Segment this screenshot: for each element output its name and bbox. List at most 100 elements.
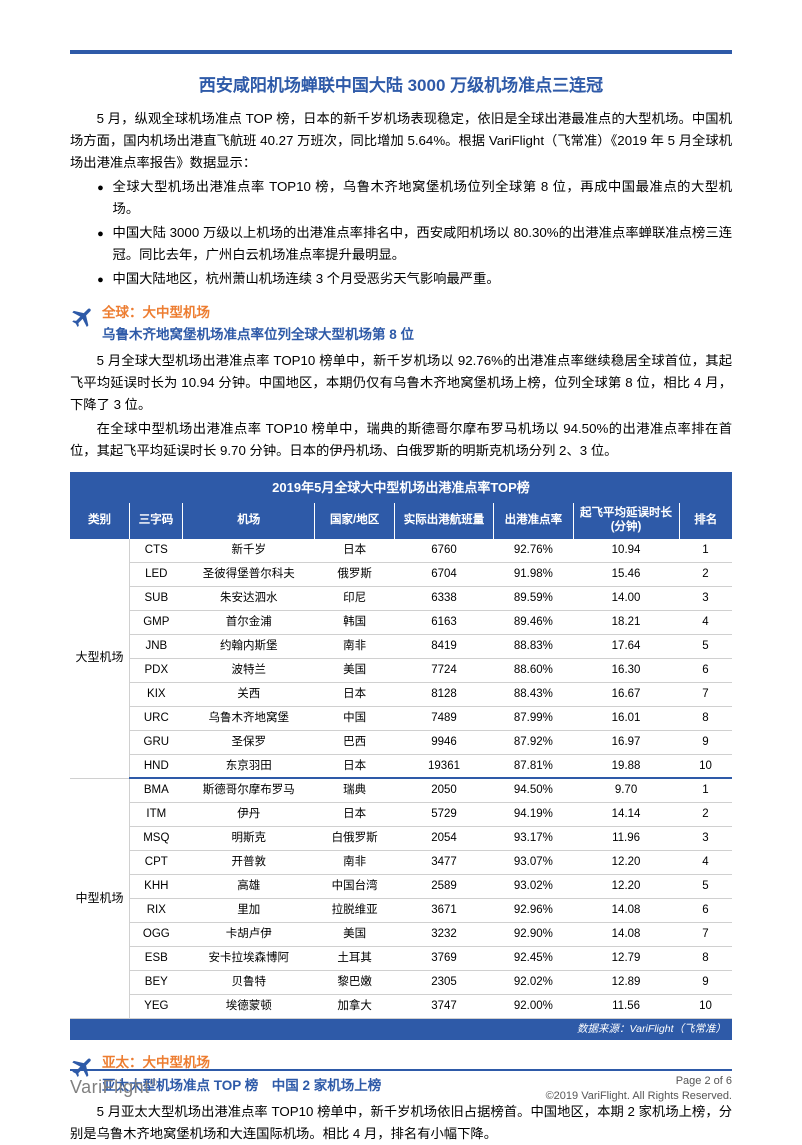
- table-cell: 2589: [394, 875, 493, 899]
- top-accent-bar: [70, 50, 732, 54]
- table-cell: 朱安达泗水: [183, 586, 315, 610]
- table-cell: RIX: [130, 899, 183, 923]
- table-cell: 美国: [315, 658, 394, 682]
- table-cell: 印尼: [315, 586, 394, 610]
- table-cell: MSQ: [130, 827, 183, 851]
- table-cell: 92.76%: [494, 539, 573, 562]
- table-cell: 8: [679, 706, 732, 730]
- table-cell: 19.88: [573, 754, 679, 778]
- table-cell: 贝鲁特: [183, 971, 315, 995]
- table-cell: 3477: [394, 851, 493, 875]
- table-cell: 中国台湾: [315, 875, 394, 899]
- table-header-cell: 实际出港航班量: [394, 503, 493, 539]
- table-cell: 92.90%: [494, 923, 573, 947]
- table-cell: 圣保罗: [183, 730, 315, 754]
- table-cell: 3769: [394, 947, 493, 971]
- table-cell: 8419: [394, 634, 493, 658]
- table-cell: 92.02%: [494, 971, 573, 995]
- table-cell: 3: [679, 827, 732, 851]
- table-cell: 8: [679, 947, 732, 971]
- table-row: 中型机场BMA斯德哥尔摩布罗马瑞典205094.50%9.701: [70, 778, 732, 802]
- table-row: KHH高雄中国台湾258993.02%12.205: [70, 875, 732, 899]
- table-cell: 瑞典: [315, 778, 394, 802]
- table-cell: 8128: [394, 682, 493, 706]
- table-cell: 19361: [394, 754, 493, 778]
- table-cell: SUB: [130, 586, 183, 610]
- table-cell: 93.17%: [494, 827, 573, 851]
- table-cell: HND: [130, 754, 183, 778]
- table-cell: 14.08: [573, 923, 679, 947]
- table-cell: 89.59%: [494, 586, 573, 610]
- table-cell: 美国: [315, 923, 394, 947]
- table-cell: 埃德蒙顿: [183, 995, 315, 1019]
- table-cell: 3: [679, 586, 732, 610]
- table-row: YEG埃德蒙顿加拿大374792.00%11.5610: [70, 995, 732, 1019]
- table-cell: 12.20: [573, 851, 679, 875]
- category-cell: 大型机场: [70, 539, 130, 779]
- table-cell: 7: [679, 682, 732, 706]
- table-cell: 巴西: [315, 730, 394, 754]
- table-cell: 关西: [183, 682, 315, 706]
- page-number: Page 2 of 6: [546, 1074, 732, 1088]
- table-row: GMP首尔金浦韩国616389.46%18.214: [70, 610, 732, 634]
- table-header-row: 类别三字码机场国家/地区实际出港航班量出港准点率起飞平均延误时长(分钟)排名: [70, 503, 732, 539]
- table-cell: 87.99%: [494, 706, 573, 730]
- table-cell: 拉脱维亚: [315, 899, 394, 923]
- table-cell: LED: [130, 562, 183, 586]
- table-cell: 6: [679, 899, 732, 923]
- table-cell: 92.45%: [494, 947, 573, 971]
- table-cell: 11.96: [573, 827, 679, 851]
- table-cell: 韩国: [315, 610, 394, 634]
- table-row: URC乌鲁木齐地窝堡中国748987.99%16.018: [70, 706, 732, 730]
- table-row: BEY贝鲁特黎巴嫩230592.02%12.899: [70, 971, 732, 995]
- table-cell: 7: [679, 923, 732, 947]
- table-cell: 9.70: [573, 778, 679, 802]
- table-cell: KIX: [130, 682, 183, 706]
- table-cell: 6338: [394, 586, 493, 610]
- table-cell: 7489: [394, 706, 493, 730]
- bullet-item: 中国大陆 3000 万级以上机场的出港准点率排名中，西安咸阳机场以 80.30%…: [113, 222, 732, 266]
- table-cell: 18.21: [573, 610, 679, 634]
- table-cell: 93.02%: [494, 875, 573, 899]
- table-cell: 明斯克: [183, 827, 315, 851]
- table-cell: 3671: [394, 899, 493, 923]
- table-row: CPT开普敦南非347793.07%12.204: [70, 851, 732, 875]
- table-cell: ESB: [130, 947, 183, 971]
- variflight-logo: VariFlight®: [70, 1073, 158, 1103]
- table-header-cell: 国家/地区: [315, 503, 394, 539]
- table-cell: 87.81%: [494, 754, 573, 778]
- table-row: ITM伊丹日本572994.19%14.142: [70, 803, 732, 827]
- table-cell: 91.98%: [494, 562, 573, 586]
- table-cell: 新千岁: [183, 539, 315, 562]
- table-cell: 2: [679, 803, 732, 827]
- table-cell: 2054: [394, 827, 493, 851]
- table-row: GRU圣保罗巴西994687.92%16.979: [70, 730, 732, 754]
- table-cell: JNB: [130, 634, 183, 658]
- section-subtitle: 乌鲁木齐地窝堡机场准点率位列全球大型机场第 8 位: [102, 324, 414, 346]
- section1-para2: 在全球中型机场出港准点率 TOP10 榜单中，瑞典的斯德哥尔摩布罗马机场以 94…: [70, 418, 732, 462]
- table-cell: 日本: [315, 803, 394, 827]
- table-source: 数据来源：VariFlight（飞常准）: [70, 1019, 732, 1040]
- table-cell: 3747: [394, 995, 493, 1019]
- table-cell: 波特兰: [183, 658, 315, 682]
- table-header-cell: 类别: [70, 503, 130, 539]
- table-cell: 约翰内斯堡: [183, 634, 315, 658]
- table-cell: 6163: [394, 610, 493, 634]
- table-cell: 俄罗斯: [315, 562, 394, 586]
- table-cell: PDX: [130, 658, 183, 682]
- table-cell: BMA: [130, 778, 183, 802]
- table-cell: 黎巴嫩: [315, 971, 394, 995]
- table-cell: 92.96%: [494, 899, 573, 923]
- table-cell: 12.79: [573, 947, 679, 971]
- table-row: 大型机场CTS新千岁日本676092.76%10.941: [70, 539, 732, 562]
- table-cell: 乌鲁木齐地窝堡: [183, 706, 315, 730]
- table-cell: 94.19%: [494, 803, 573, 827]
- table-cell: 94.50%: [494, 778, 573, 802]
- table-cell: OGG: [130, 923, 183, 947]
- table-cell: 2305: [394, 971, 493, 995]
- table-row: OGG卡胡卢伊美国323292.90%14.087: [70, 923, 732, 947]
- table-row: RIX里加拉脱维亚367192.96%14.086: [70, 899, 732, 923]
- table-cell: 开普敦: [183, 851, 315, 875]
- table-header-cell: 排名: [679, 503, 732, 539]
- page-footer: VariFlight® Page 2 of 6 ©2019 VariFlight…: [70, 1069, 732, 1103]
